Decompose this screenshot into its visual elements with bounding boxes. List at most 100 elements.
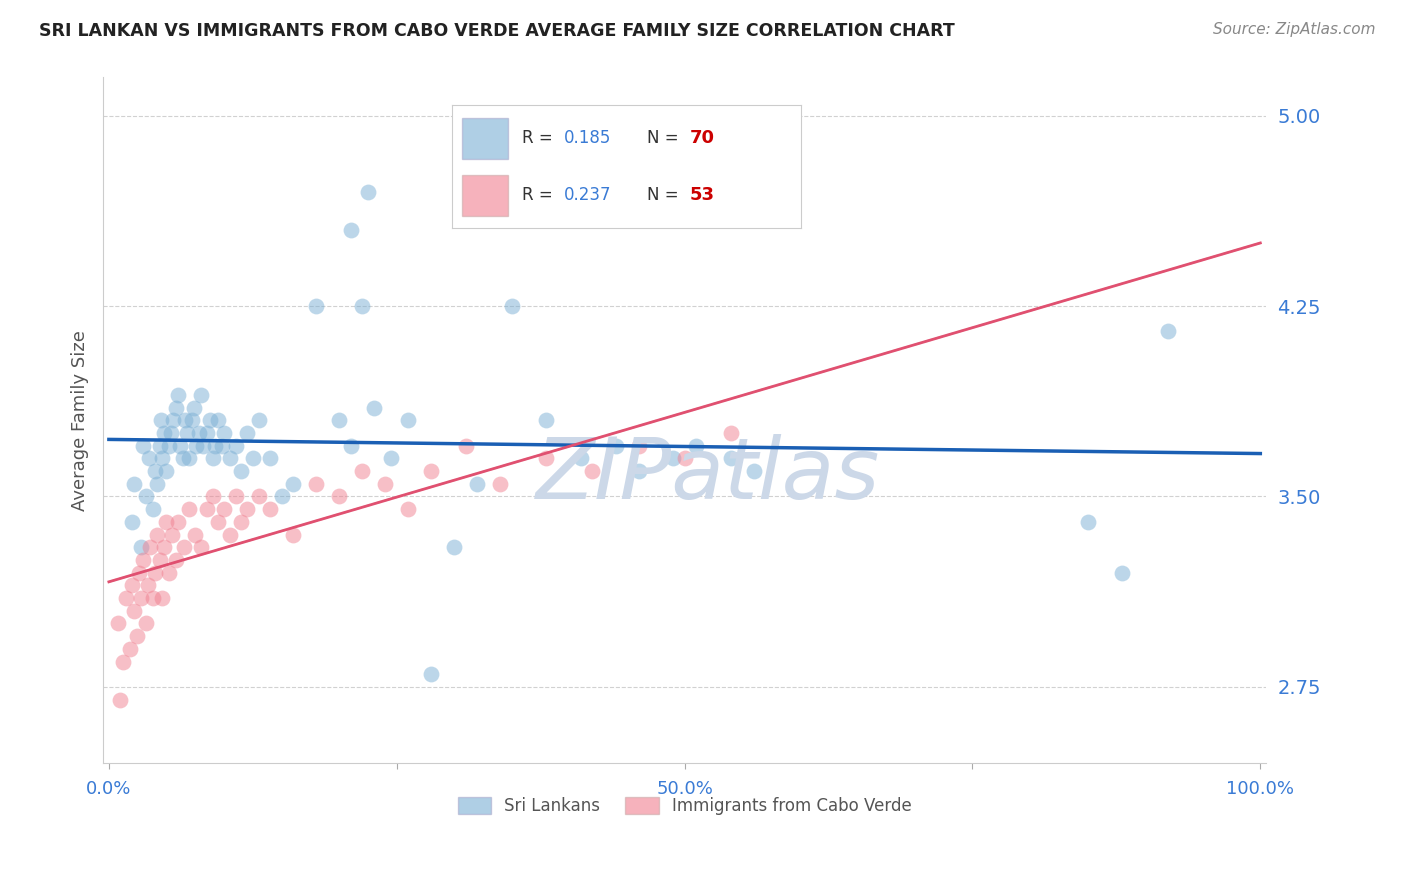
Point	[129, 541, 152, 555]
Point	[121, 578, 143, 592]
Point	[125, 629, 148, 643]
Point	[136, 578, 159, 592]
Point	[720, 425, 742, 440]
Point	[148, 439, 170, 453]
Point	[184, 527, 207, 541]
Point	[242, 451, 264, 466]
Point	[1111, 566, 1133, 580]
Point	[396, 502, 419, 516]
Point	[148, 553, 170, 567]
Point	[662, 451, 685, 466]
Point	[135, 490, 157, 504]
Point	[673, 451, 696, 466]
Point	[305, 476, 328, 491]
Point	[443, 541, 465, 555]
Point	[218, 451, 240, 466]
Point	[107, 616, 129, 631]
Point	[201, 451, 224, 466]
Point	[259, 451, 281, 466]
Point	[195, 425, 218, 440]
Point	[200, 413, 222, 427]
Text: Source: ZipAtlas.com: Source: ZipAtlas.com	[1212, 22, 1375, 37]
Point	[167, 388, 190, 402]
Point	[160, 527, 183, 541]
Point	[176, 425, 198, 440]
Point	[155, 464, 177, 478]
Point	[195, 502, 218, 516]
Text: SRI LANKAN VS IMMIGRANTS FROM CABO VERDE AVERAGE FAMILY SIZE CORRELATION CHART: SRI LANKAN VS IMMIGRANTS FROM CABO VERDE…	[39, 22, 955, 40]
Point	[420, 464, 443, 478]
Point	[339, 223, 361, 237]
Point	[143, 464, 166, 478]
Point	[153, 425, 176, 440]
Point	[720, 451, 742, 466]
Point	[212, 502, 235, 516]
Point	[467, 476, 489, 491]
Point	[149, 413, 172, 427]
Legend: Sri Lankans, Immigrants from Cabo Verde: Sri Lankans, Immigrants from Cabo Verde	[450, 789, 920, 823]
Point	[225, 439, 247, 453]
Point	[153, 541, 176, 555]
Point	[162, 413, 184, 427]
Point	[173, 413, 195, 427]
Point	[167, 515, 190, 529]
Point	[247, 490, 270, 504]
Point	[142, 502, 165, 516]
Point	[146, 476, 169, 491]
Point	[236, 425, 259, 440]
Point	[218, 527, 240, 541]
Point	[247, 413, 270, 427]
Point	[169, 439, 191, 453]
Point	[454, 439, 477, 453]
Point	[187, 425, 209, 440]
Point	[115, 591, 138, 605]
Point	[129, 591, 152, 605]
Point	[627, 464, 650, 478]
Point	[352, 299, 374, 313]
Point	[305, 299, 328, 313]
Point	[236, 502, 259, 516]
Point	[374, 476, 396, 491]
Point	[363, 401, 385, 415]
Point	[111, 655, 134, 669]
Point	[357, 185, 380, 199]
Point	[225, 490, 247, 504]
Point	[165, 553, 187, 567]
Point	[122, 476, 145, 491]
Point	[536, 451, 558, 466]
Point	[380, 451, 402, 466]
Point	[581, 464, 603, 478]
Point	[328, 413, 350, 427]
Point	[259, 502, 281, 516]
Point	[132, 439, 155, 453]
Point	[157, 439, 180, 453]
Point	[352, 464, 374, 478]
Point	[179, 502, 201, 516]
Point	[204, 439, 226, 453]
Point	[110, 692, 132, 706]
Point	[190, 541, 212, 555]
Point	[396, 413, 419, 427]
Point	[211, 439, 233, 453]
Point	[201, 490, 224, 504]
Text: ZIPatlas: ZIPatlas	[536, 434, 880, 516]
Point	[132, 553, 155, 567]
Point	[180, 413, 202, 427]
Point	[142, 591, 165, 605]
Point	[231, 464, 253, 478]
Point	[1077, 515, 1099, 529]
Point	[118, 641, 141, 656]
Point	[121, 515, 143, 529]
Point	[489, 476, 512, 491]
Point	[143, 566, 166, 580]
Point	[270, 490, 292, 504]
Point	[742, 464, 765, 478]
Point	[281, 476, 304, 491]
Point	[155, 515, 177, 529]
Point	[150, 451, 173, 466]
Point	[190, 388, 212, 402]
Point	[1157, 325, 1180, 339]
Point	[339, 439, 361, 453]
Point	[328, 490, 350, 504]
Point	[186, 439, 208, 453]
